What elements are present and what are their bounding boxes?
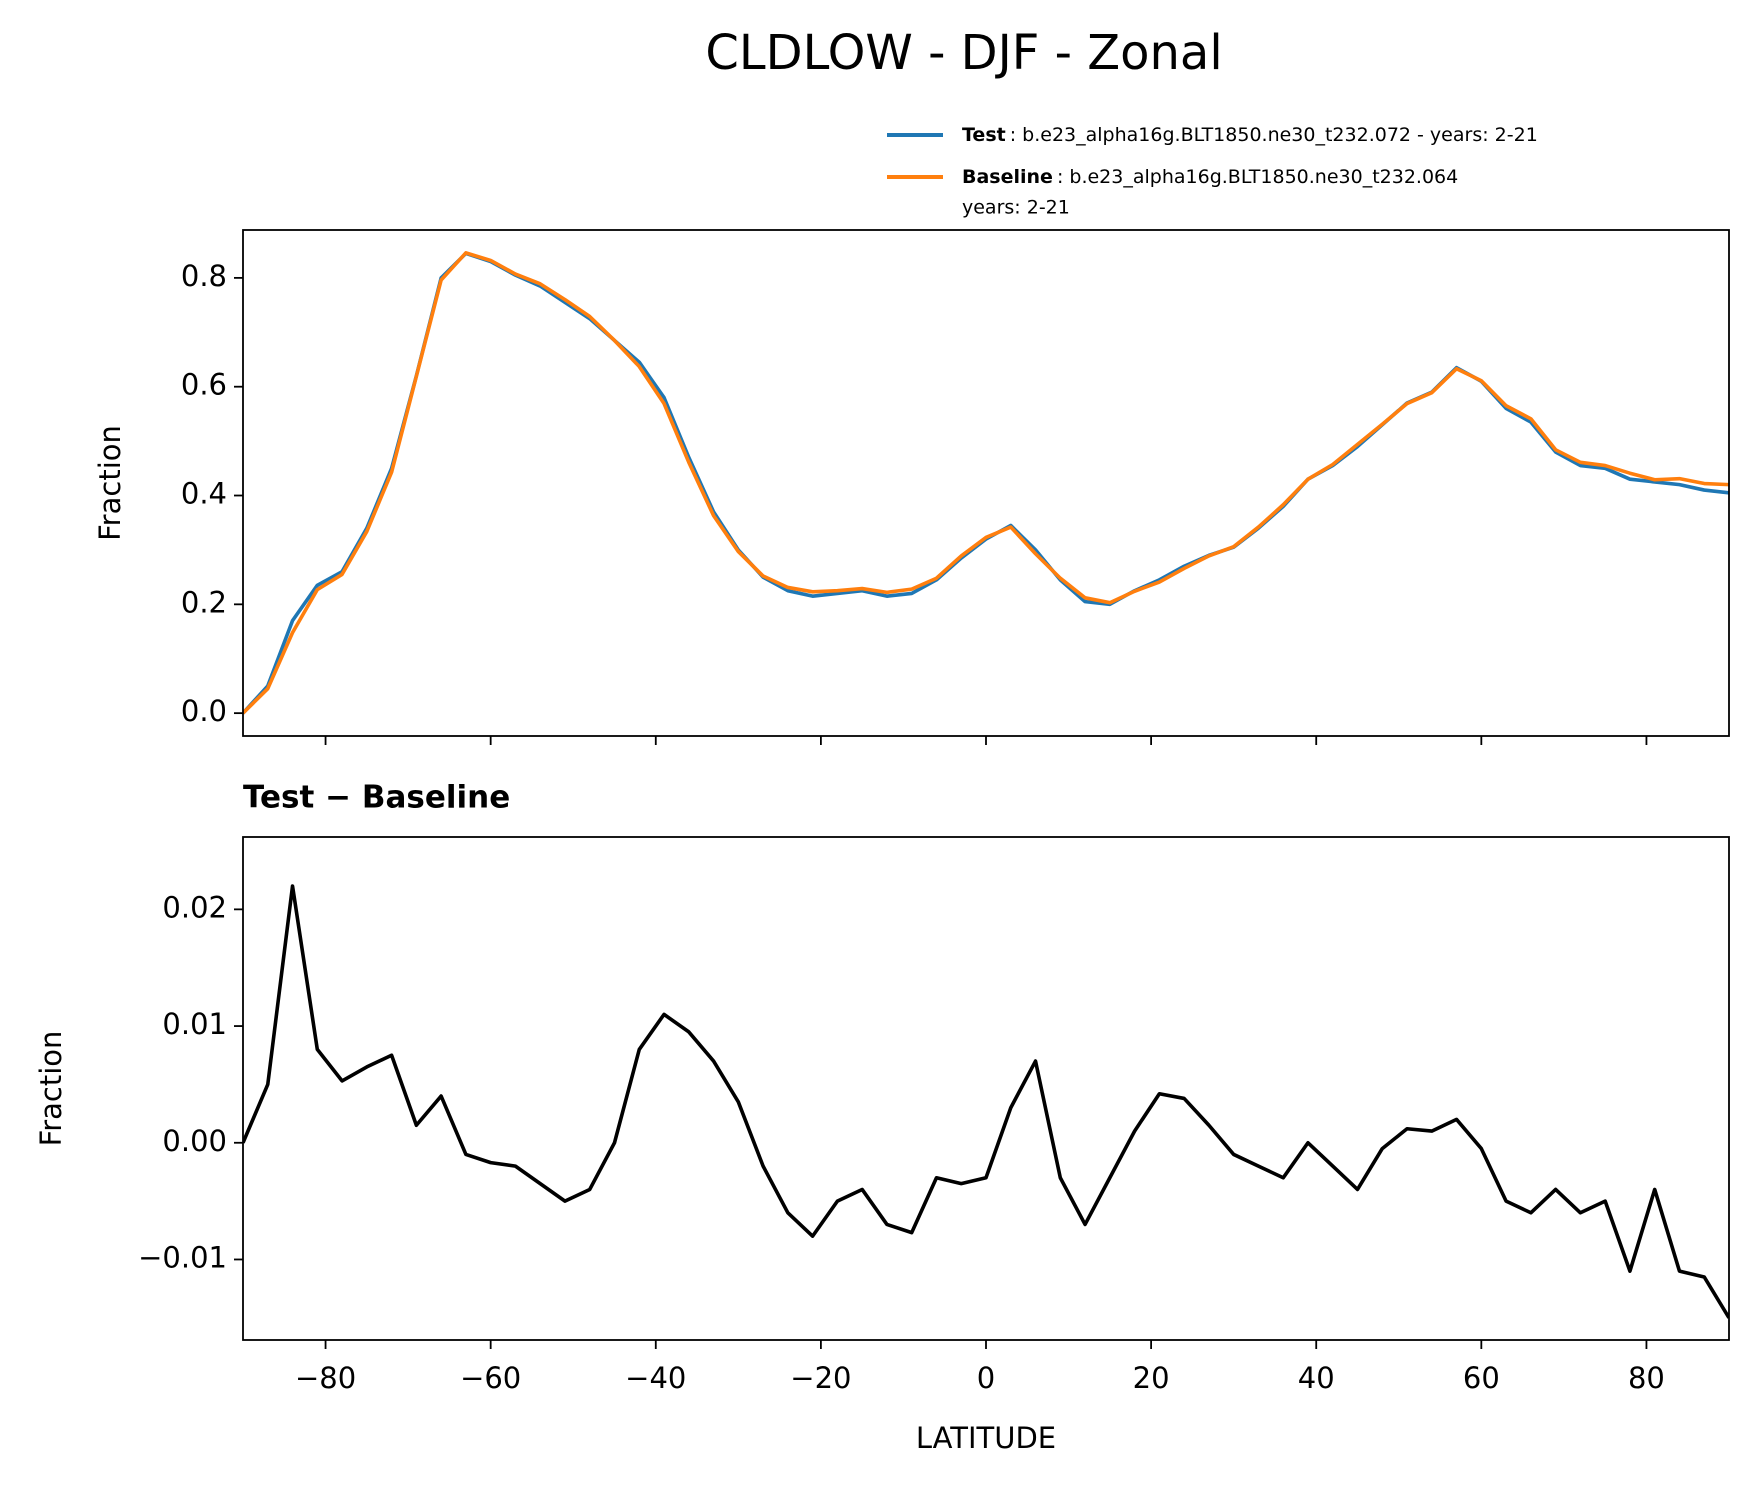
y-tick-label: 0.01	[162, 1007, 227, 1041]
y-axis-label: Fraction	[34, 1031, 68, 1147]
legend-text: : b.e23_alpha16g.BLT1850.ne30_t232.064	[1057, 166, 1458, 188]
x-tick-label: 0	[977, 1361, 995, 1395]
x-axis-label: LATITUDE	[916, 1421, 1056, 1455]
legend-label: Test: b.e23_alpha16g.BLT1850.ne30_t232.0…	[962, 124, 1538, 146]
legend-label: Baseline: b.e23_alpha16g.BLT1850.ne30_t2…	[962, 166, 1458, 188]
legend-text: : b.e23_alpha16g.BLT1850.ne30_t232.072 -…	[1010, 124, 1538, 146]
y-tick-label: 0.00	[162, 1124, 227, 1158]
y-tick-label: 0.2	[181, 585, 227, 619]
legend-text: years: 2-21	[962, 197, 1070, 219]
legend-name: Test	[962, 124, 1006, 146]
data-line	[243, 884, 1729, 1319]
figure-title: CLDLOW - DJF - Zonal	[705, 25, 1222, 81]
y-tick-label: −0.01	[138, 1240, 227, 1274]
y-tick-label: 0.02	[162, 890, 227, 924]
y-axis-label: Fraction	[93, 425, 127, 541]
y-tick-label: 0.0	[181, 694, 227, 728]
x-tick-label: 40	[1298, 1361, 1335, 1395]
x-tick-label: −80	[295, 1361, 356, 1395]
x-tick-label: 20	[1133, 1361, 1170, 1395]
y-tick-label: 0.8	[181, 259, 227, 293]
panel-title: Test − Baseline	[243, 780, 510, 816]
x-tick-label: −60	[460, 1361, 521, 1395]
y-tick-label: 0.6	[181, 368, 227, 402]
legend-name: Baseline	[962, 166, 1053, 188]
x-tick-label: 80	[1628, 1361, 1665, 1395]
x-tick-label: −40	[625, 1361, 686, 1395]
data-line	[243, 251, 1729, 715]
y-tick-label: 0.4	[181, 477, 227, 511]
x-tick-label: −20	[790, 1361, 851, 1395]
x-tick-label: 60	[1463, 1361, 1500, 1395]
